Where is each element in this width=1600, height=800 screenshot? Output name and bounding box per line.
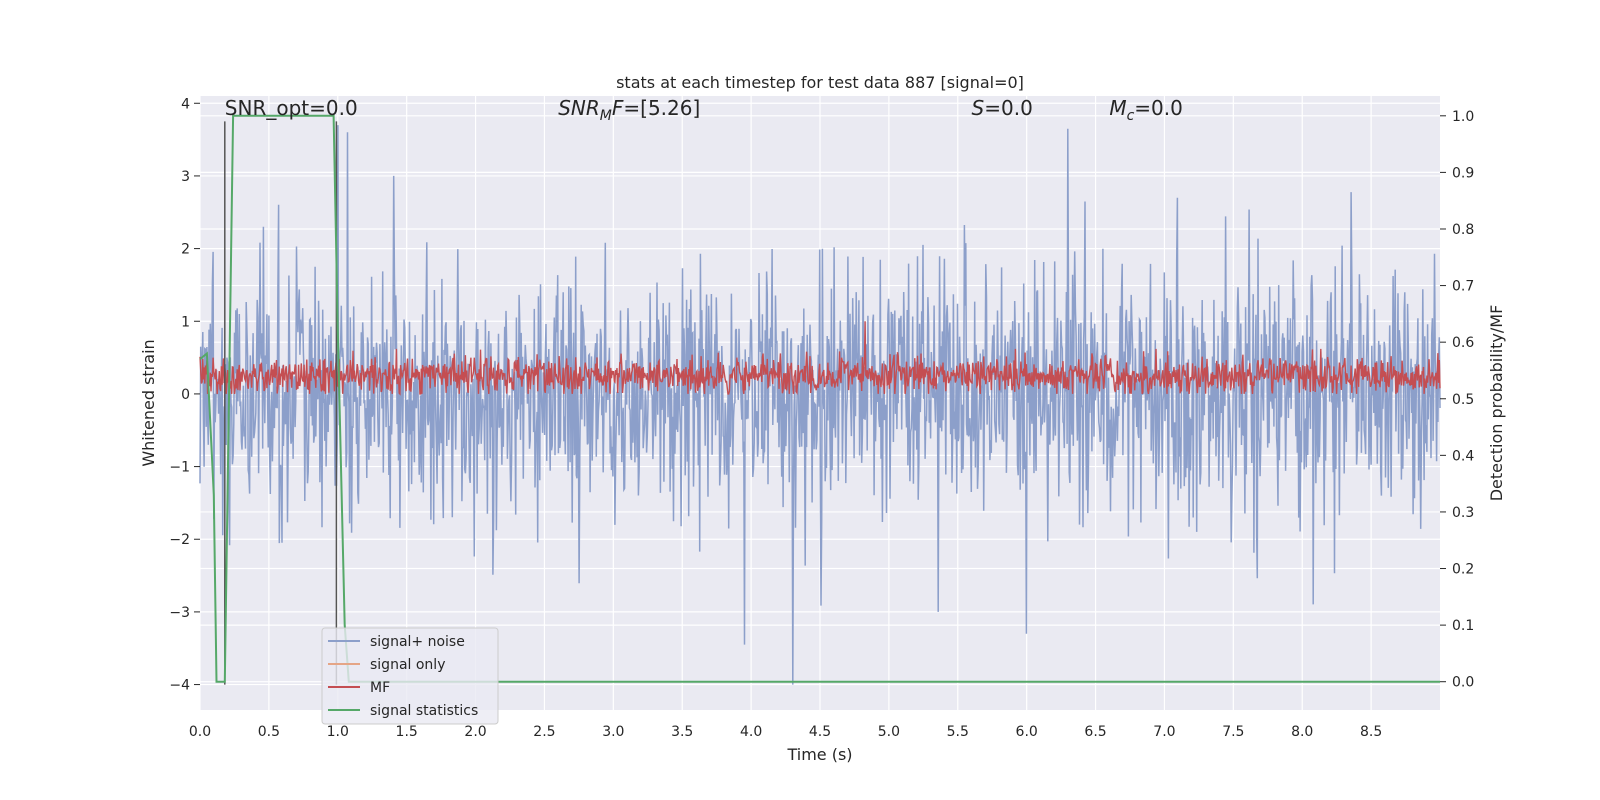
x-tick-label: 4.5 [809, 724, 831, 740]
y-right-tick-label: 0.7 [1452, 279, 1474, 295]
y-left-tick-label: 0 [181, 387, 190, 403]
y-left-tick-label: 1 [181, 314, 190, 330]
y-left-tick-label: 3 [181, 169, 190, 185]
x-tick-label: 0.5 [258, 724, 280, 740]
y-right-tick-label: 0.2 [1452, 562, 1474, 578]
x-axis-label: Time (s) [786, 745, 852, 764]
legend: signal+ noise signal only MF signal stat… [321, 627, 499, 725]
legend-box [321, 627, 499, 725]
series-line-mf [199, 321, 1441, 396]
x-tick-label: 3.5 [671, 724, 693, 740]
y-axis-left-ticks: −4 −3 −2 −1 0 1 2 3 4 [169, 96, 200, 694]
x-tick-label: 3.0 [602, 724, 624, 740]
y-right-tick-label: 0.6 [1452, 335, 1474, 351]
x-tick-label: 2.0 [464, 724, 486, 740]
x-tick-label: 2.5 [533, 724, 555, 740]
y-right-tick-label: 0.9 [1452, 165, 1474, 181]
x-tick-label: 5.5 [947, 724, 969, 740]
y-left-tick-label: 2 [181, 242, 190, 258]
annotation-s-value: S=0.0 [972, 96, 1033, 120]
series-mf [199, 321, 1441, 396]
y-right-tick-label: 1.0 [1452, 109, 1474, 125]
x-axis-ticks: 0.0 0.5 1.0 1.5 2.0 2.5 3.0 3.5 4.0 4.5 5.0 5.5 6.0 6… [189, 724, 1382, 740]
y-left-tick-label: −4 [169, 678, 190, 694]
y-left-tick-label: 4 [181, 96, 190, 112]
y-axis-left-label: Whitened strain [139, 339, 158, 466]
annotations: SNR_opt=0.0 SNRMF=[5.26] S=0.0 Mc=0.0 [225, 96, 1183, 124]
y-right-tick-label: 0.1 [1452, 618, 1474, 634]
annotation-snr-mf: SNRMF=[5.26] [558, 96, 700, 124]
x-tick-label: 7.5 [1222, 724, 1244, 740]
y-axis-right-ticks: 0.0 0.1 0.2 0.3 0.4 0.5 0.6 0.7 0.8 0.9 1.0 [1440, 109, 1474, 691]
y-right-tick-label: 0.5 [1452, 392, 1474, 408]
x-tick-label: 5.0 [878, 724, 900, 740]
legend-label-signal-statistics: signal statistics [370, 703, 478, 719]
x-tick-label: 6.0 [1016, 724, 1038, 740]
x-tick-label: 6.5 [1084, 724, 1106, 740]
annotation-mc-value: Mc=0.0 [1109, 96, 1183, 124]
legend-label-signal-noise: signal+ noise [370, 634, 465, 650]
y-right-tick-label: 0.4 [1452, 448, 1474, 464]
y-right-tick-label: 0.3 [1452, 505, 1474, 521]
x-tick-label: 1.0 [327, 724, 349, 740]
legend-label-mf: MF [370, 680, 390, 696]
annotation-snr-opt: SNR_opt=0.0 [225, 96, 358, 120]
y-left-tick-label: −1 [169, 460, 190, 476]
legend-label-signal-only: signal only [370, 657, 445, 673]
x-tick-label: 8.5 [1360, 724, 1382, 740]
y-axis-right-label: Detection probability/MF [1487, 305, 1506, 502]
chart-title: stats at each timestep for test data 887… [616, 73, 1024, 92]
y-right-tick-label: 0.0 [1452, 675, 1474, 691]
y-left-tick-label: −2 [169, 532, 190, 548]
x-tick-label: 7.0 [1153, 724, 1175, 740]
x-tick-label: 0.0 [189, 724, 211, 740]
x-tick-label: 4.0 [740, 724, 762, 740]
x-tick-label: 8.0 [1291, 724, 1313, 740]
x-tick-label: 1.5 [396, 724, 418, 740]
y-right-tick-label: 0.8 [1452, 222, 1474, 238]
y-left-tick-label: −3 [169, 605, 190, 621]
